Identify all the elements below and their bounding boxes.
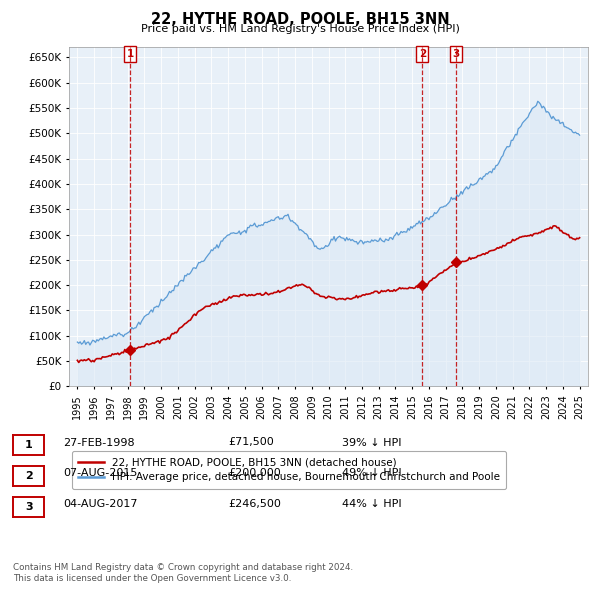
Text: 3: 3 xyxy=(452,49,460,59)
Text: 1: 1 xyxy=(25,441,32,450)
Text: 04-AUG-2017: 04-AUG-2017 xyxy=(63,499,137,509)
Text: This data is licensed under the Open Government Licence v3.0.: This data is licensed under the Open Gov… xyxy=(13,574,292,583)
Legend: 22, HYTHE ROAD, POOLE, BH15 3NN (detached house), HPI: Average price, detached h: 22, HYTHE ROAD, POOLE, BH15 3NN (detache… xyxy=(71,451,506,489)
Text: £200,000: £200,000 xyxy=(228,468,281,478)
Text: 49% ↓ HPI: 49% ↓ HPI xyxy=(342,468,401,478)
Text: Contains HM Land Registry data © Crown copyright and database right 2024.: Contains HM Land Registry data © Crown c… xyxy=(13,563,353,572)
Text: 07-AUG-2015: 07-AUG-2015 xyxy=(63,468,137,478)
Text: £246,500: £246,500 xyxy=(228,499,281,509)
Text: Price paid vs. HM Land Registry's House Price Index (HPI): Price paid vs. HM Land Registry's House … xyxy=(140,24,460,34)
Text: 1: 1 xyxy=(127,49,134,59)
Text: 3: 3 xyxy=(25,502,32,512)
Text: 2: 2 xyxy=(419,49,426,59)
Text: £71,500: £71,500 xyxy=(228,438,274,447)
Text: 22, HYTHE ROAD, POOLE, BH15 3NN: 22, HYTHE ROAD, POOLE, BH15 3NN xyxy=(151,12,449,27)
Text: 2: 2 xyxy=(25,471,32,481)
Text: 27-FEB-1998: 27-FEB-1998 xyxy=(63,438,134,447)
Text: 39% ↓ HPI: 39% ↓ HPI xyxy=(342,438,401,447)
Text: 44% ↓ HPI: 44% ↓ HPI xyxy=(342,499,401,509)
